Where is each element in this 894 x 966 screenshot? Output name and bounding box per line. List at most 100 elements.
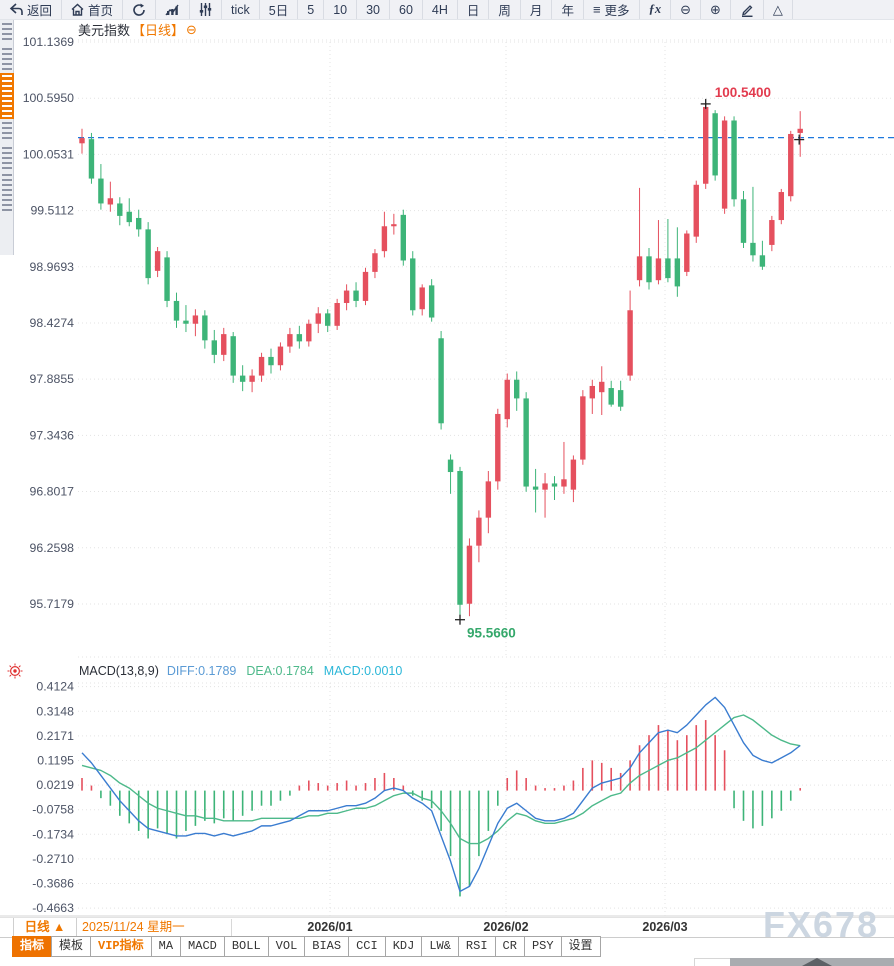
toolbar-period-month-button[interactable]: 月 — [521, 0, 553, 19]
toolbar-period-year-label: 年 — [561, 4, 574, 18]
toolbar-tick-button[interactable]: tick — [222, 0, 260, 19]
sidebar-item-clipped[interactable] — [2, 48, 12, 70]
tab-vip指标[interactable]: VIP指标 — [90, 936, 152, 957]
tab-设置[interactable]: 设置 — [560, 936, 601, 957]
svg-text:97.8855: 97.8855 — [30, 372, 75, 386]
sidebar-item-clipped[interactable] — [2, 23, 12, 43]
tab-kdj[interactable]: KDJ — [384, 936, 423, 957]
toolbar-period-5-button[interactable]: 5 — [298, 0, 325, 19]
tab-macd[interactable]: MACD — [180, 936, 225, 957]
svg-text:0.3148: 0.3148 — [36, 704, 74, 718]
tab-cci[interactable]: CCI — [348, 936, 386, 957]
svg-text:0.0219: 0.0219 — [36, 778, 74, 792]
svg-text:96.2598: 96.2598 — [30, 541, 75, 555]
tab-lw&[interactable]: LW& — [421, 936, 459, 957]
svg-text:101.1369: 101.1369 — [23, 35, 74, 49]
toolbar-back-label: 返回 — [27, 4, 53, 18]
svg-text:100.0531: 100.0531 — [23, 147, 74, 161]
tab-psy[interactable]: PSY — [523, 936, 562, 957]
svg-text:98.9693: 98.9693 — [30, 260, 75, 274]
toolbar-period-day-label: 日 — [466, 4, 480, 18]
chart-title: 美元指数 【日线】 ⊖ — [78, 21, 203, 38]
toolbar-home-label: 首页 — [88, 4, 114, 18]
toolbar-period-30-label: 30 — [366, 2, 380, 17]
svg-text:100.5950: 100.5950 — [23, 91, 74, 105]
toolbar-zoom-in-button[interactable]: ⊕ — [701, 0, 731, 19]
tab-指标[interactable]: 指标 — [12, 936, 53, 957]
toolbar-period-5-label: 5 — [307, 2, 315, 17]
sidebar-item-clipped[interactable] — [2, 174, 12, 212]
svg-text:-0.2710: -0.2710 — [32, 852, 74, 866]
toolbar-period-day-button[interactable]: 日 — [458, 0, 490, 19]
horizontal-scroll-strip — [0, 957, 894, 966]
svg-text:-0.3686: -0.3686 — [32, 876, 74, 890]
macd-diff-value: DIFF:0.1789 — [166, 663, 237, 678]
toolbar-fx-label: ƒx — [648, 2, 662, 16]
toolbar-period-10-label: 10 — [333, 2, 348, 17]
pencil-icon — [740, 3, 754, 17]
toolbar-home-button[interactable]: 首页 — [62, 0, 124, 19]
sidebar-item-clipped[interactable] — [2, 147, 12, 169]
shapes-icon: △ — [772, 2, 783, 17]
tab-bias[interactable]: BIAS — [304, 936, 350, 957]
left-sidebar-clipped[interactable] — [0, 19, 14, 255]
back-arrow-icon — [9, 3, 23, 16]
toolbar-chart-type-button[interactable] — [156, 0, 191, 19]
period-tag: 【日线】 — [132, 23, 185, 38]
tab-cr[interactable]: CR — [494, 936, 525, 957]
svg-text:97.3436: 97.3436 — [30, 428, 75, 442]
toolbar-period-4h-button[interactable]: 4H — [423, 0, 458, 19]
sidebar-item-clipped[interactable] — [2, 122, 12, 142]
svg-text:95.5660: 95.5660 — [467, 626, 516, 641]
toolbar-period-year-button[interactable]: 年 — [552, 0, 584, 19]
svg-text:100.5400: 100.5400 — [715, 85, 771, 100]
candlestick-chart-icon — [165, 3, 180, 16]
toolbar-zoom-out-button[interactable]: ⊖ — [671, 0, 701, 19]
toolbar-period-4h-label: 4H — [431, 2, 448, 17]
scroll-track-segment[interactable] — [694, 958, 732, 966]
indicator-target-icon[interactable] — [7, 663, 23, 679]
sliders-icon — [199, 3, 212, 16]
tab-vol[interactable]: VOL — [267, 936, 306, 957]
svg-text:96.8017: 96.8017 — [30, 485, 75, 499]
tab-boll[interactable]: BOLL — [223, 936, 269, 957]
toolbar-indicator-sliders-button[interactable] — [190, 0, 223, 19]
toolbar-period-5d-button[interactable]: 5日 — [260, 0, 299, 19]
toolbar-fx-button[interactable]: ƒx — [640, 0, 672, 19]
collapse-panel-icon[interactable]: ⊖ — [186, 21, 197, 37]
scrollbar-handle-icon[interactable] — [802, 958, 832, 966]
scrollbar[interactable] — [730, 958, 894, 966]
svg-text:0.1195: 0.1195 — [37, 753, 74, 767]
sidebar-item-active-clipped[interactable] — [0, 73, 14, 119]
toolbar-draw-button[interactable] — [731, 0, 764, 19]
macd-dea-value: DEA:0.1784 — [246, 663, 314, 678]
toolbar-period-60-button[interactable]: 60 — [390, 0, 423, 19]
instrument-name: 美元指数 — [78, 23, 131, 38]
more-icon: ≡ — [592, 2, 601, 17]
toolbar-period-30-button[interactable]: 30 — [357, 0, 390, 19]
toolbar-shapes-button[interactable]: △ — [764, 0, 793, 19]
toolbar-refresh-button[interactable] — [123, 0, 157, 19]
tab-模板[interactable]: 模板 — [51, 936, 92, 957]
macd-header: MACD(13,8,9) DIFF:0.1789 DEA:0.1784 MACD… — [0, 661, 894, 680]
svg-text:-0.0758: -0.0758 — [32, 803, 74, 817]
svg-text:99.5112: 99.5112 — [30, 204, 74, 218]
x-axis-label: 2026/03 — [642, 920, 688, 934]
toolbar-period-10-button[interactable]: 10 — [324, 0, 358, 19]
period-dropdown[interactable]: 日线 ▲ — [13, 918, 77, 937]
tab-rsi[interactable]: RSI — [457, 936, 496, 957]
tab-ma[interactable]: MA — [150, 936, 182, 957]
svg-text:0.4124: 0.4124 — [36, 680, 74, 694]
zoom-out-icon: ⊖ — [680, 2, 691, 17]
home-icon — [71, 3, 84, 16]
toolbar-back-button[interactable]: 返回 — [0, 0, 63, 19]
toolbar-more-button[interactable]: ≡ 更多 — [584, 0, 640, 19]
toolbar-period-month-label: 月 — [529, 4, 543, 18]
toolbar-period-week-button[interactable]: 周 — [489, 0, 521, 19]
toolbar-tick-label: tick — [231, 2, 250, 17]
toolbar-period-5d-label: 5日 — [268, 4, 289, 18]
svg-text:-0.1734: -0.1734 — [32, 827, 74, 841]
toolbar-period-60-label: 60 — [399, 2, 413, 17]
